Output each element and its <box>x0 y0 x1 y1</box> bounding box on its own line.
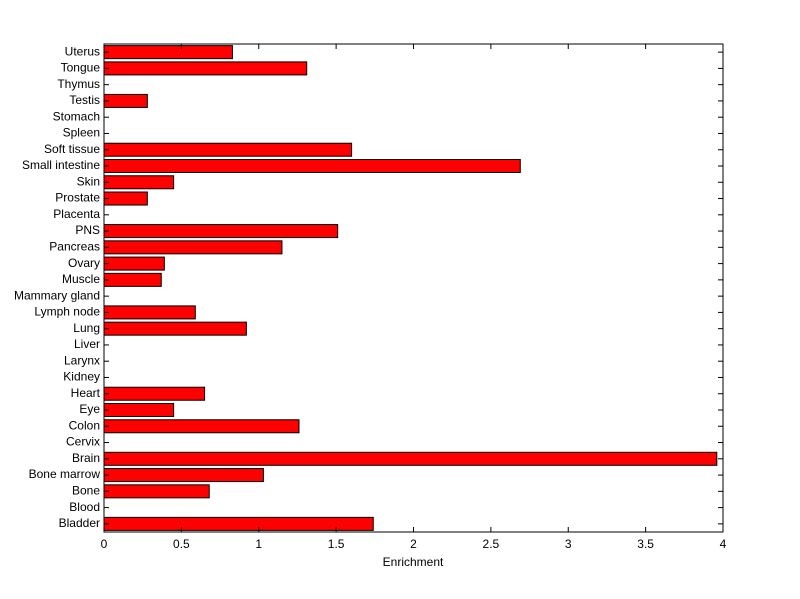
bar <box>103 419 300 434</box>
y-tick-label: Lymph node <box>34 305 100 319</box>
bar <box>103 272 162 287</box>
y-tick-label: Small intestine <box>22 158 100 172</box>
x-tick-label: 2 <box>410 537 417 551</box>
bar <box>103 93 148 108</box>
bar <box>103 240 283 255</box>
x-tick-label: 0 <box>101 537 108 551</box>
x-tick-label: 2.5 <box>483 537 500 551</box>
x-tick-label: 3 <box>565 537 572 551</box>
y-tick-label: Thymus <box>57 77 100 91</box>
y-tick-label: Bone marrow <box>29 467 101 481</box>
y-tick-label: Uterus <box>65 44 100 58</box>
y-tick-label: Bladder <box>59 516 100 530</box>
bar <box>103 386 206 401</box>
y-tick-label: Ovary <box>68 256 100 270</box>
y-tick-label: Liver <box>74 337 100 351</box>
y-tick-label: Cervix <box>66 435 100 449</box>
y-tick-label: Placenta <box>53 207 100 221</box>
y-tick-label: Lung <box>73 321 100 335</box>
y-tick-label: Tongue <box>61 61 101 75</box>
bar <box>103 224 339 239</box>
y-tick-label: Kidney <box>63 370 100 384</box>
y-tick-label: Spleen <box>63 126 100 140</box>
x-tick-label: 3.5 <box>637 537 654 551</box>
bar <box>103 256 165 271</box>
x-tick-label: 1.5 <box>328 537 345 551</box>
bar <box>103 175 175 190</box>
y-tick-label: Stomach <box>53 109 100 123</box>
y-tick-label: Eye <box>79 402 100 416</box>
x-tick-label: 1 <box>255 537 262 551</box>
y-tick-label: Heart <box>71 386 101 400</box>
y-tick-label: Pancreas <box>49 240 100 254</box>
y-tick-label: Blood <box>69 500 100 514</box>
bar <box>103 321 247 336</box>
bar <box>103 451 718 466</box>
y-tick-label: Soft tissue <box>44 142 100 156</box>
bar <box>103 516 374 531</box>
y-tick-label: Mammary gland <box>14 288 100 302</box>
bar <box>103 191 148 206</box>
y-tick-label: Skin <box>77 174 100 188</box>
bar <box>103 61 308 76</box>
bar <box>103 142 353 157</box>
x-tick-label: 4 <box>720 537 727 551</box>
bar <box>103 305 196 320</box>
y-tick-label: Colon <box>69 418 100 432</box>
bar <box>103 484 210 499</box>
x-tick-label: 0.5 <box>173 537 190 551</box>
bar <box>103 468 264 483</box>
y-tick-label: Muscle <box>62 272 100 286</box>
bar <box>103 402 175 418</box>
y-tick-label: Larynx <box>64 353 100 367</box>
y-tick-label: Prostate <box>55 191 100 205</box>
bar <box>103 158 521 174</box>
y-tick-label: Brain <box>72 451 100 465</box>
y-tick-label: Testis <box>69 93 100 107</box>
x-axis-label: Enrichment <box>383 555 444 569</box>
y-tick-label: Bone <box>72 484 100 498</box>
y-tick-label: PNS <box>75 223 100 237</box>
axes-frame <box>103 43 724 533</box>
bar <box>103 45 233 60</box>
